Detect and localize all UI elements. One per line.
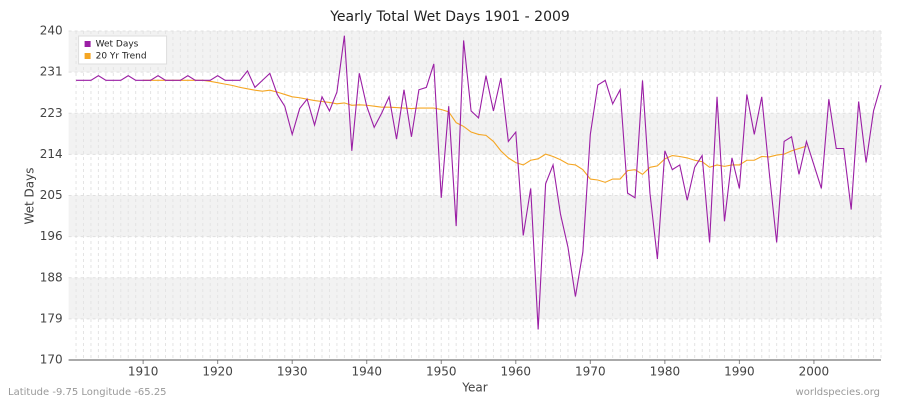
x-tick-label: 1960 bbox=[501, 365, 532, 379]
y-axis-label: Wet Days bbox=[23, 167, 37, 224]
x-tick-label: 1970 bbox=[575, 365, 606, 379]
x-tick-label: 2000 bbox=[799, 365, 830, 379]
series-line bbox=[76, 35, 882, 330]
x-tick-label: 1980 bbox=[650, 365, 681, 379]
y-tick-label: 170 bbox=[40, 353, 63, 367]
legend-swatch bbox=[84, 41, 91, 47]
grid-band bbox=[68, 31, 882, 73]
legend-label: 20 Yr Trend bbox=[96, 52, 147, 62]
x-tick-label: 1950 bbox=[426, 365, 457, 379]
y-tick-label: 240 bbox=[40, 24, 63, 38]
footer-source: worldspecies.org bbox=[796, 387, 880, 398]
legend-label: Wet Days bbox=[96, 40, 139, 50]
x-axis-label: Year bbox=[461, 381, 487, 395]
series-line bbox=[143, 79, 807, 183]
legend-swatch bbox=[84, 53, 91, 59]
y-tick-label: 196 bbox=[40, 229, 63, 243]
y-tick-label: 188 bbox=[40, 270, 63, 284]
chart-title: Yearly Total Wet Days 1901 - 2009 bbox=[329, 9, 570, 25]
y-tick-label: 231 bbox=[40, 65, 63, 79]
footer-location: Latitude -9.75 Longitude -65.25 bbox=[8, 387, 167, 398]
y-tick-label: 214 bbox=[40, 147, 63, 161]
grid-band bbox=[68, 277, 882, 319]
y-tick-label: 179 bbox=[40, 311, 63, 325]
grid-band bbox=[68, 195, 882, 237]
x-tick-label: 1990 bbox=[724, 365, 755, 379]
x-tick-label: 1940 bbox=[351, 365, 382, 379]
x-tick-label: 1930 bbox=[277, 365, 308, 379]
grid-band bbox=[68, 113, 882, 155]
x-tick-label: 1910 bbox=[128, 365, 159, 379]
y-tick-label: 223 bbox=[40, 106, 63, 120]
legend-box bbox=[78, 35, 168, 65]
x-tick-label: 1920 bbox=[202, 365, 233, 379]
y-tick-label: 205 bbox=[40, 188, 63, 202]
